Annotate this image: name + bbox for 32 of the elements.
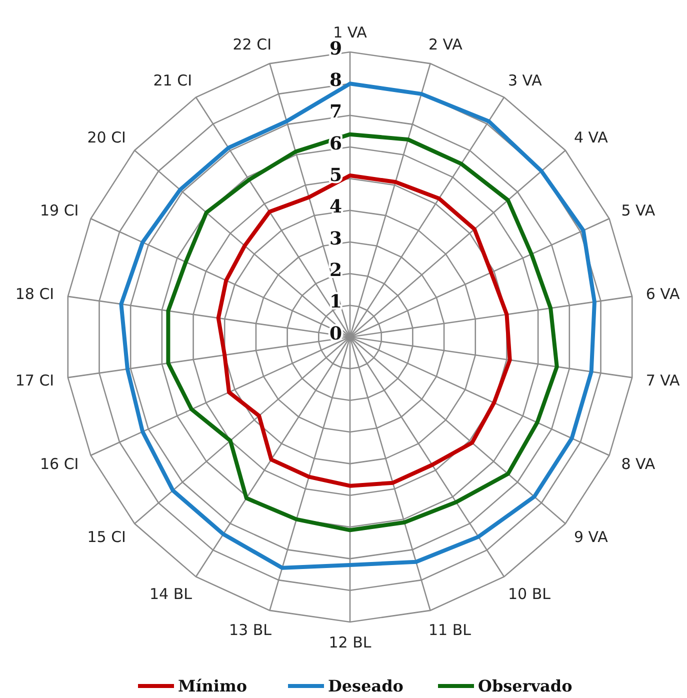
spoke-label: 15 CI xyxy=(87,528,126,546)
y-tick-label: 1 xyxy=(329,292,342,313)
legend-label: Mínimo xyxy=(178,676,248,696)
spoke-label: 11 BL xyxy=(428,620,472,639)
y-tick-label: 4 xyxy=(329,196,342,218)
y-tick-label: 3 xyxy=(329,228,342,250)
spoke-label: 3 VA xyxy=(508,72,543,90)
legend-label: Deseado xyxy=(328,676,404,696)
spoke-label: 8 VA xyxy=(621,454,656,473)
y-tick-label: 8 xyxy=(329,70,342,91)
spoke-label: 13 BL xyxy=(228,620,272,639)
spoke-label: 17 CI xyxy=(15,372,54,390)
y-tick-label: 5 xyxy=(329,164,342,186)
spoke-label: 10 BL xyxy=(508,584,552,603)
spoke-label: 2 VA xyxy=(428,36,464,54)
spoke-label: 14 BL xyxy=(150,584,193,603)
spoke-label: 20 CI xyxy=(87,128,126,147)
spoke-label: 5 VA xyxy=(621,202,656,220)
spoke-label: 18 CI xyxy=(15,284,54,303)
legend-label: Observado xyxy=(478,676,573,696)
spoke-label: 21 CI xyxy=(153,72,192,90)
y-tick-label: 0 xyxy=(329,323,342,344)
spoke-label: 12 BL xyxy=(328,633,372,652)
spoke-label: 19 CI xyxy=(40,202,79,220)
y-tick-label: 2 xyxy=(329,260,342,281)
spoke-label: 6 VA xyxy=(646,284,680,303)
spoke-label: 16 CI xyxy=(40,454,79,473)
spoke-label: 22 CI xyxy=(232,36,272,54)
spoke-label: 9 VA xyxy=(574,528,609,546)
spoke-label: 7 VA xyxy=(646,372,680,390)
y-tick-label: 7 xyxy=(329,102,342,123)
spoke-label: 4 VA xyxy=(574,128,609,147)
